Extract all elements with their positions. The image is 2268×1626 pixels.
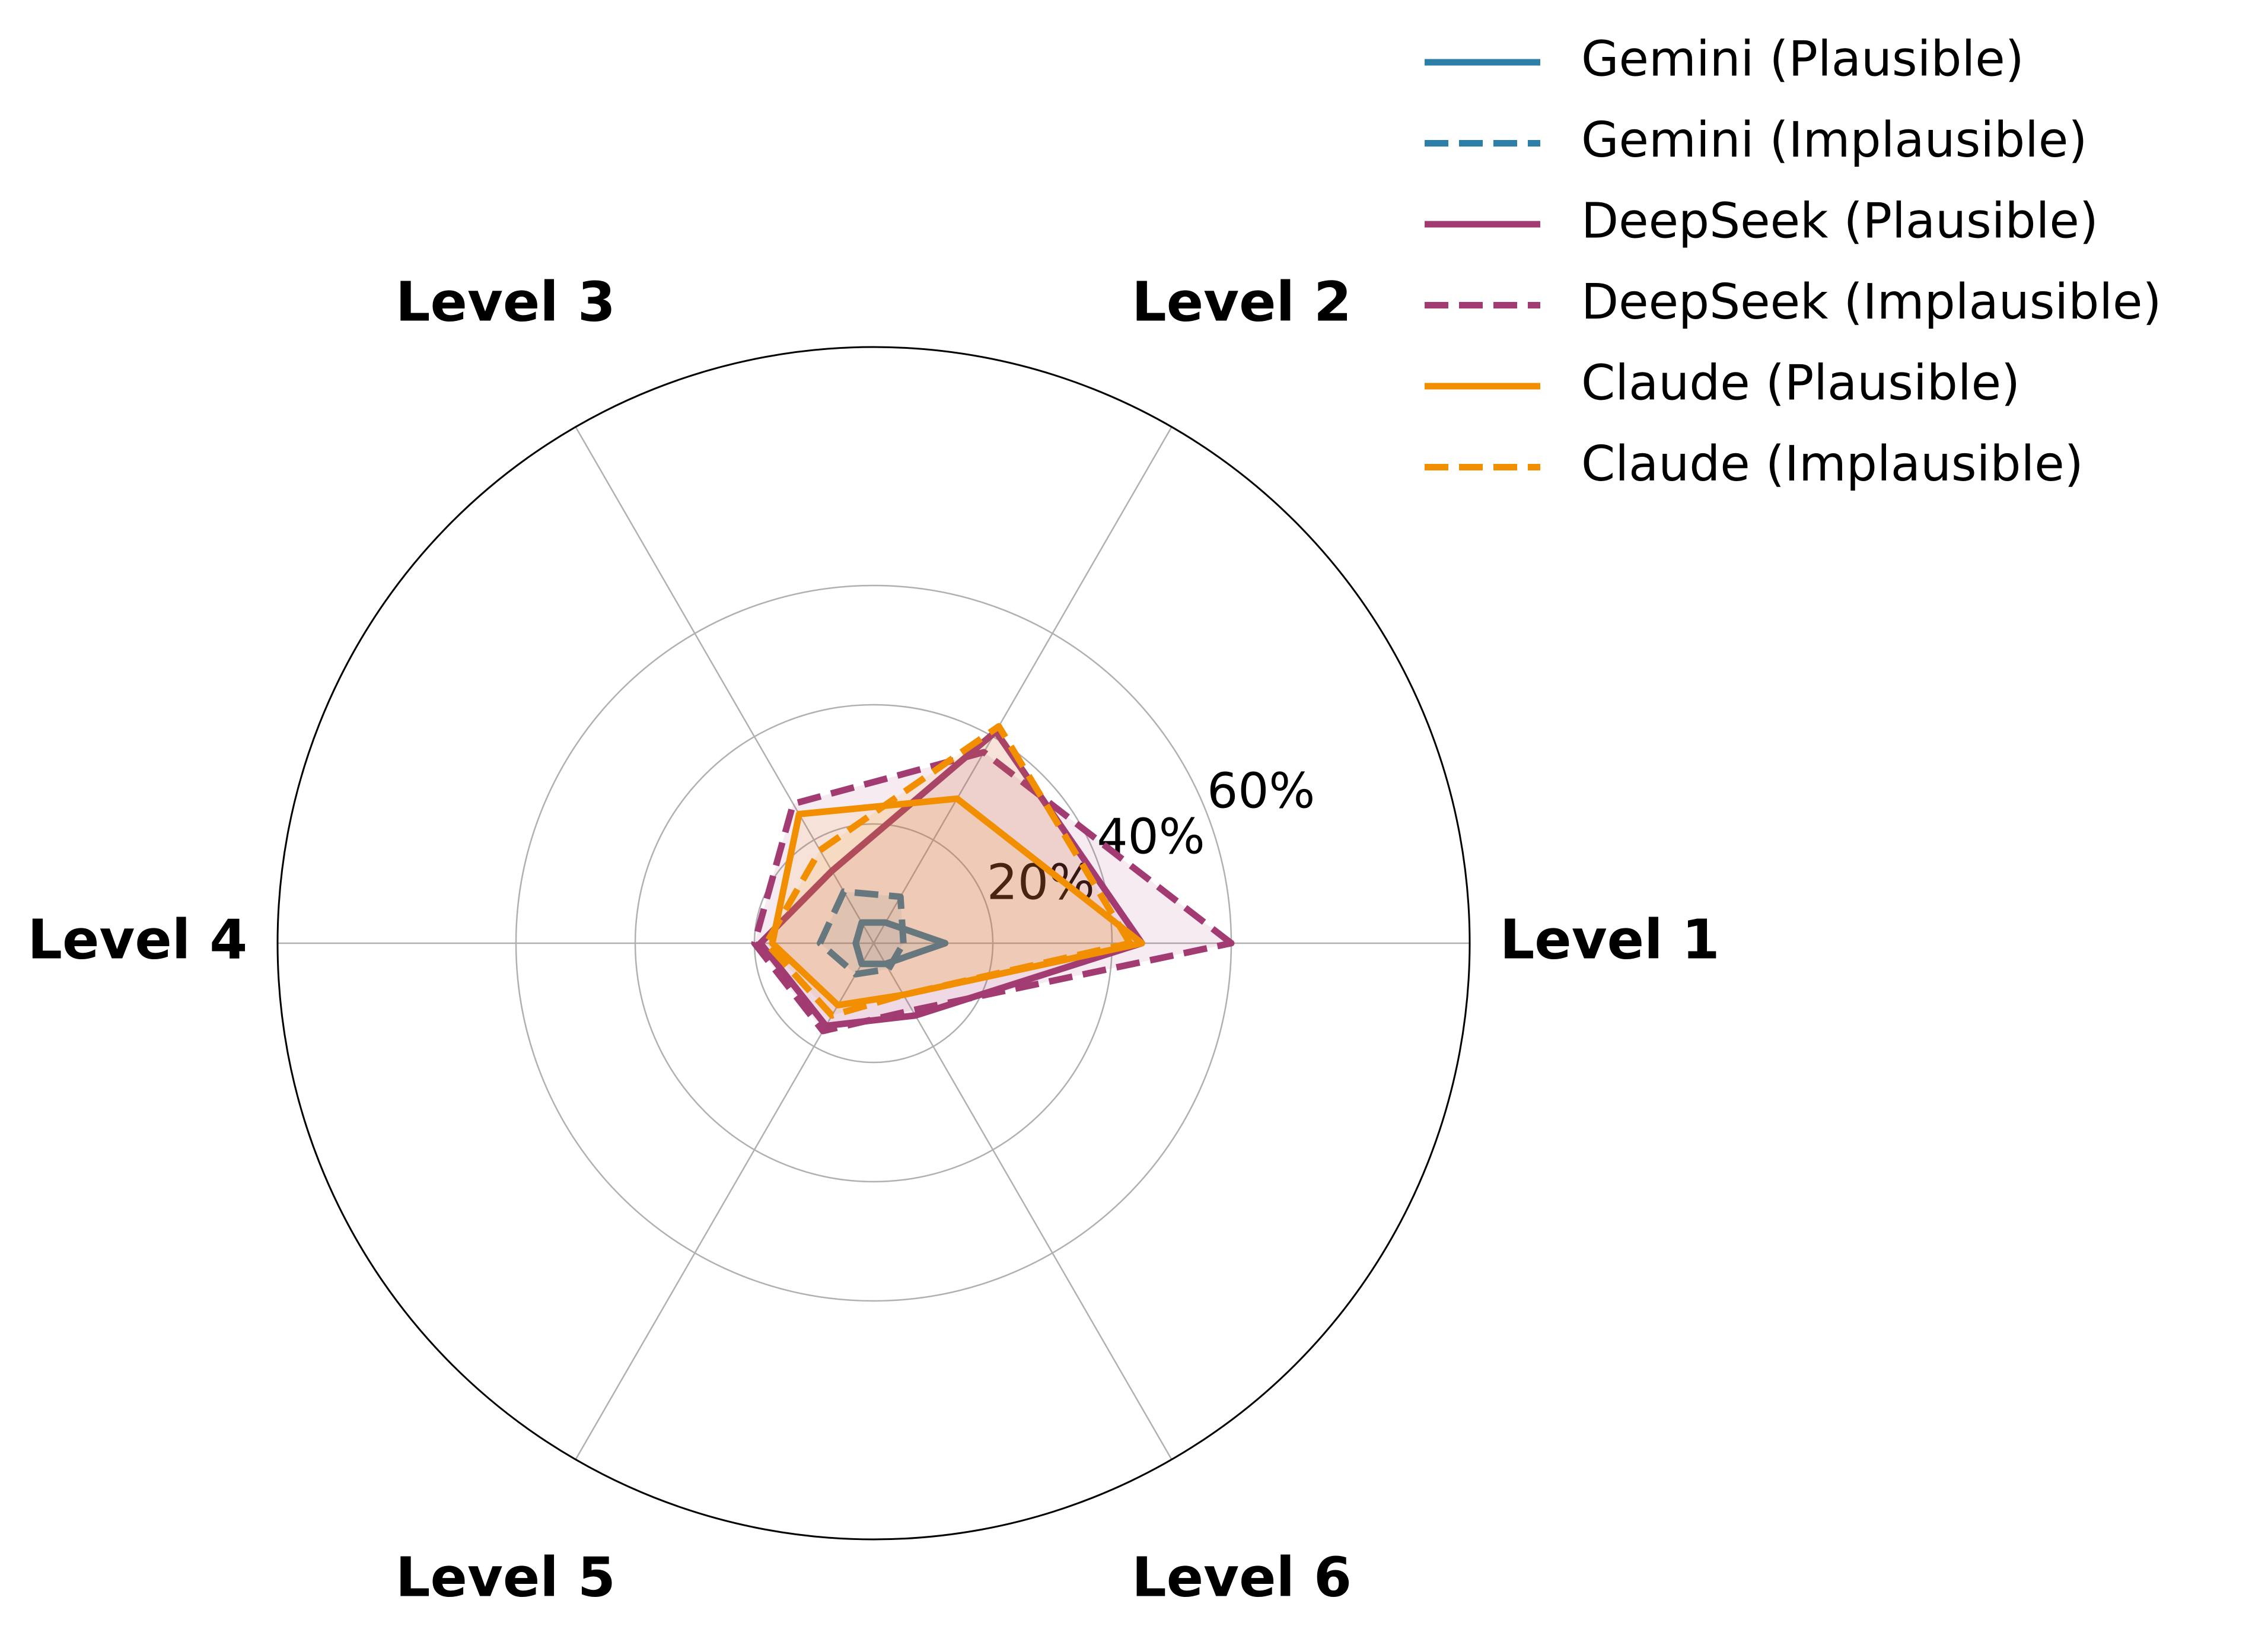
series-fill bbox=[820, 891, 904, 975]
category-label: Level 1 bbox=[1500, 908, 1720, 971]
series-line bbox=[852, 919, 949, 968]
category-label: Level 6 bbox=[1132, 1545, 1352, 1609]
legend-label: DeepSeek (Plausible) bbox=[1581, 193, 2098, 249]
series-fill bbox=[754, 752, 1231, 1031]
series-fill bbox=[766, 726, 1130, 1016]
spoke bbox=[872, 427, 1173, 944]
category-label: Level 4 bbox=[27, 908, 247, 971]
series-line bbox=[769, 795, 1145, 1008]
frame bbox=[276, 346, 1471, 1541]
category-label: Level 5 bbox=[396, 1545, 616, 1609]
series-line bbox=[817, 888, 907, 978]
spoke bbox=[575, 427, 875, 944]
legend-label: Gemini (Plausible) bbox=[1581, 31, 2024, 87]
series-line bbox=[751, 749, 1235, 1035]
spoke bbox=[872, 943, 1173, 1460]
legend-label: Claude (Plausible) bbox=[1581, 355, 2020, 411]
grid-circle bbox=[634, 704, 1113, 1183]
y-tick-label: 60% bbox=[1207, 763, 1315, 820]
series-fill bbox=[772, 798, 1142, 1005]
category-label: Level 2 bbox=[1132, 270, 1352, 333]
legend-label: DeepSeek (Implausible) bbox=[1581, 274, 2161, 330]
legend-label: Claude (Implausible) bbox=[1581, 436, 2084, 492]
series-line bbox=[763, 723, 1133, 1019]
legend-label: Gemini (Implausible) bbox=[1581, 112, 2087, 168]
category-label: Level 3 bbox=[396, 270, 616, 333]
